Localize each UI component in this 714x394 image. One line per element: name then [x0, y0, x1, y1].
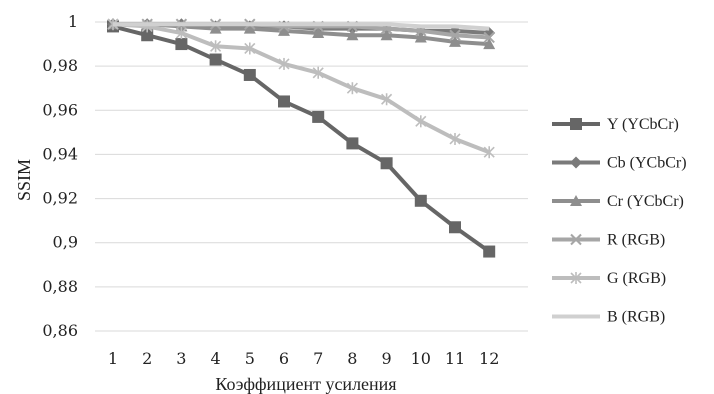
data-point-triangle — [243, 22, 256, 34]
y-tick-label: 0,92 — [42, 189, 78, 208]
data-point-star — [346, 82, 358, 95]
data-point-square — [483, 245, 496, 258]
x-tick-label: 4 — [211, 349, 221, 368]
data-point-x — [483, 31, 495, 44]
data-point-star — [415, 115, 427, 128]
x-tick-label: 8 — [347, 349, 357, 368]
y-axis-ticks: 0,86 0,88 0,9 0,92 0,94 0,96 0,98 1 — [42, 12, 78, 340]
data-point-square — [380, 157, 393, 170]
data-point-x — [449, 29, 461, 41]
series-lines — [107, 18, 496, 258]
data-point-star — [312, 66, 324, 79]
legend-label: G (RGB) — [607, 270, 666, 287]
data-point-triangle — [380, 29, 393, 41]
y-tick-label: 0,86 — [42, 321, 78, 340]
y-tick-label: 0,94 — [42, 144, 78, 163]
legend-label: Y (YCbCr) — [607, 116, 679, 133]
legend-item: R (RGB) — [552, 232, 665, 249]
x-tick-label: 3 — [176, 349, 186, 368]
data-point-diamond — [570, 156, 582, 169]
x-axis-ticks: 1 2 3 4 5 6 7 8 9 10 11 12 — [108, 349, 499, 368]
data-point-square — [312, 110, 325, 123]
data-point-square — [346, 137, 359, 150]
data-point-square — [209, 53, 222, 66]
data-point-square — [141, 29, 154, 42]
legend-item: Y (YCbCr) — [552, 116, 679, 133]
series-group — [113, 22, 490, 31]
legend-item: B (RGB) — [552, 309, 665, 326]
series-line — [112, 22, 490, 155]
x-tick-label: 2 — [142, 349, 152, 368]
series-line — [112, 24, 491, 254]
data-point-square — [449, 221, 461, 234]
data-point-square — [243, 68, 256, 81]
y-axis-title: SSIM — [14, 159, 34, 201]
legend-label: B (RGB) — [607, 309, 665, 326]
data-point-star — [210, 40, 222, 53]
data-point-square — [570, 118, 582, 130]
series-group — [107, 18, 495, 159]
legend-item: Cr (YCbCr) — [552, 193, 684, 210]
x-tick-label: 7 — [313, 349, 323, 368]
x-tick-label: 1 — [108, 349, 118, 368]
data-point-triangle — [278, 24, 290, 36]
x-tick-label: 9 — [382, 349, 392, 368]
legend: Y (YCbCr) Cb (YCbCr) Cr (YCbCr) R (RGB) G (R… — [552, 116, 687, 326]
x-axis-title: Коэффициент усиления — [215, 374, 396, 394]
x-tick-label: 10 — [411, 349, 431, 368]
y-tick-label: 0,88 — [42, 277, 78, 296]
series-group — [107, 20, 496, 258]
data-point-triangle — [449, 35, 461, 47]
y-tick-label: 0,96 — [42, 100, 78, 119]
data-point-square — [414, 194, 427, 207]
data-point-star — [175, 27, 187, 40]
x-tick-label: 5 — [245, 349, 255, 368]
data-point-triangle — [483, 38, 496, 50]
data-point-square — [278, 95, 290, 108]
y-tick-label: 1 — [68, 12, 78, 31]
x-tick-label: 6 — [279, 349, 289, 368]
legend-item: Cb (YCbCr) — [552, 155, 687, 172]
data-point-triangle — [312, 27, 325, 39]
legend-label: Cr (YCbCr) — [607, 193, 684, 210]
legend-label: R (RGB) — [607, 232, 665, 249]
data-point-star — [483, 146, 495, 159]
y-tick-label: 0,9 — [53, 233, 78, 252]
x-tick-label: 11 — [445, 349, 465, 368]
data-point-star — [278, 57, 290, 70]
data-point-star — [244, 42, 256, 55]
data-point-x — [570, 233, 582, 246]
series-line — [113, 22, 490, 31]
data-point-triangle — [209, 22, 222, 34]
data-point-triangle — [346, 29, 359, 41]
y-tick-label: 0,98 — [42, 56, 78, 75]
x-tick-label: 12 — [479, 349, 499, 368]
data-point-triangle — [570, 195, 582, 206]
data-point-triangle — [414, 31, 427, 43]
data-point-star — [381, 93, 393, 106]
data-point-star — [570, 272, 582, 284]
gridlines — [95, 21, 528, 332]
data-point-square — [175, 38, 188, 51]
legend-label: Cb (YCbCr) — [607, 155, 687, 172]
legend-item: G (RGB) — [552, 270, 666, 287]
data-point-star — [449, 132, 461, 145]
